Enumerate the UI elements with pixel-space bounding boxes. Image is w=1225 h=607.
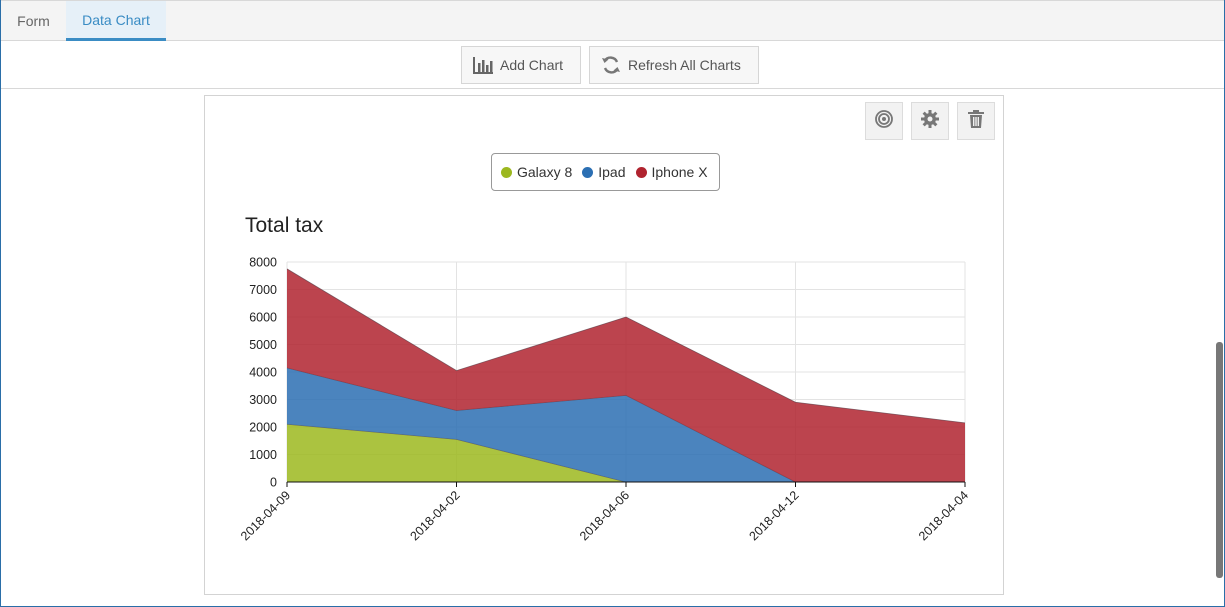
series-area-galaxy-8 (287, 424, 965, 482)
legend-item-ipad[interactable]: Ipad (582, 164, 626, 180)
y-tick-label: 8000 (249, 256, 277, 270)
series-area-ipad (287, 367, 965, 482)
y-tick-label: 1000 (249, 448, 277, 462)
y-tick-label: 0 (270, 476, 277, 490)
add-chart-label: Add Chart (500, 57, 564, 73)
tab-data-chart[interactable]: Data Chart (66, 1, 166, 41)
series-area-iphone-x (287, 268, 965, 482)
x-tick-label: 2018-04-02 (408, 488, 463, 543)
y-tick-label: 4000 (249, 366, 277, 380)
x-tick-label: 2018-04-12 (747, 488, 802, 543)
tab-bar: Form Data Chart (1, 0, 1224, 41)
y-tick-label: 5000 (249, 338, 277, 352)
legend-marker (635, 166, 647, 178)
delete-chart-button[interactable] (957, 102, 995, 140)
legend-marker (582, 166, 594, 178)
target-icon (874, 109, 894, 134)
add-chart-button[interactable]: Add Chart (461, 46, 581, 84)
y-tick-label: 6000 (249, 311, 277, 325)
series-line-iphone-x (286, 268, 966, 424)
target-button[interactable] (865, 102, 903, 140)
refresh-icon (600, 55, 622, 75)
legend-item-iphone-x[interactable]: Iphone X (635, 164, 708, 180)
area-chart: 0 1000 2000 3000 4000 5000 6000 7000 8000 2018-04… (238, 256, 971, 544)
y-tick-label: 3000 (249, 393, 277, 407)
y-tick-label: 7000 (249, 283, 277, 297)
x-tick-label: 2018-04-09 (238, 488, 293, 543)
chart-settings-button[interactable] (911, 102, 949, 140)
refresh-all-charts-label: Refresh All Charts (628, 57, 741, 73)
gear-icon (920, 109, 940, 134)
x-tick-label: 2018-04-06 (577, 488, 632, 543)
tab-form[interactable]: Form (17, 13, 50, 29)
refresh-all-charts-button[interactable]: Refresh All Charts (589, 46, 759, 84)
chart-toolbar: Add Chart Refresh All Charts (1, 41, 1224, 89)
chart-legend: Galaxy 8 Ipad Iphone X (491, 153, 720, 191)
x-tick-label: 2018-04-04 (916, 488, 971, 543)
legend-label: Galaxy 8 (517, 164, 573, 180)
legend-label: Ipad (598, 164, 626, 180)
trash-icon (967, 109, 985, 134)
legend-item-galaxy-8[interactable]: Galaxy 8 (501, 164, 572, 180)
chart-panel: Galaxy 8 Ipad Iphone X Total tax 0 1000 20… (204, 95, 1004, 595)
chart-title: Total tax (245, 214, 324, 237)
legend-label: Iphone X (651, 164, 708, 180)
vertical-scrollbar[interactable] (1216, 342, 1223, 578)
bar-chart-icon (472, 55, 494, 75)
y-tick-label: 2000 (249, 421, 277, 435)
legend-marker (501, 166, 512, 178)
